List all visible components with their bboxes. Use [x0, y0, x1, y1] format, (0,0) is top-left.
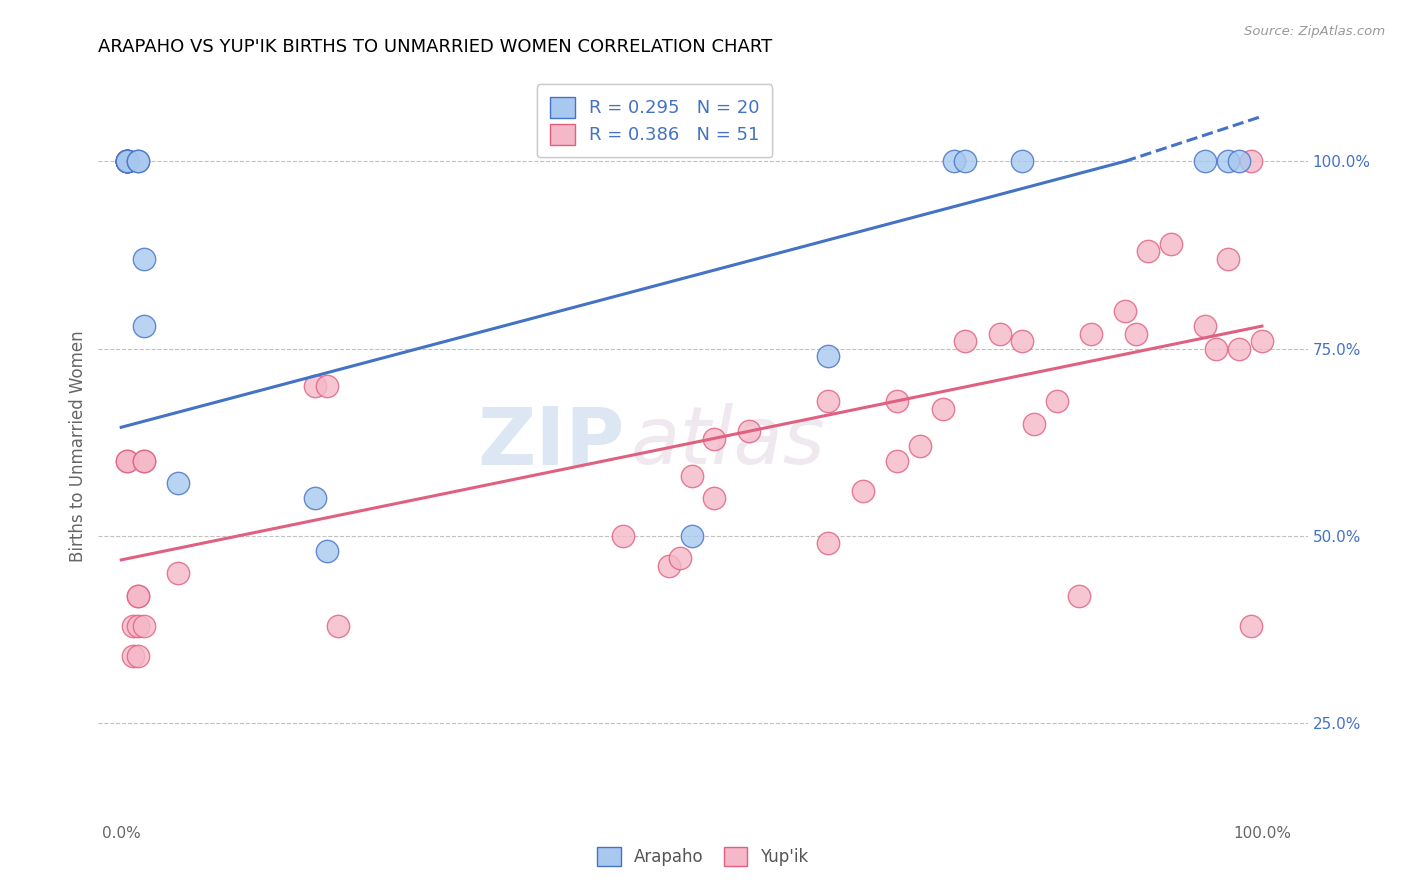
Point: [886, 454, 908, 468]
Point: [115, 154, 138, 169]
Point: [852, 483, 875, 498]
Point: [1239, 154, 1261, 169]
Point: [127, 589, 149, 603]
Point: [908, 439, 931, 453]
Point: [931, 401, 953, 416]
Point: [127, 589, 149, 603]
Point: [988, 326, 1011, 341]
Point: [127, 154, 149, 169]
Point: [1216, 154, 1239, 169]
Point: [304, 491, 326, 506]
Point: [817, 536, 839, 550]
Point: [1194, 154, 1216, 169]
Point: [315, 379, 337, 393]
Legend: Arapaho, Yup'ik: Arapaho, Yup'ik: [589, 838, 817, 875]
Text: ZIP: ZIP: [477, 403, 624, 482]
Point: [115, 154, 138, 169]
Point: [1216, 252, 1239, 266]
Y-axis label: Births to Unmarried Women: Births to Unmarried Women: [69, 330, 87, 562]
Text: ARAPAHO VS YUP'IK BIRTHS TO UNMARRIED WOMEN CORRELATION CHART: ARAPAHO VS YUP'IK BIRTHS TO UNMARRIED WO…: [98, 38, 773, 56]
Point: [326, 619, 349, 633]
Point: [1194, 319, 1216, 334]
Point: [304, 379, 326, 393]
Point: [703, 432, 725, 446]
Point: [817, 394, 839, 409]
Point: [942, 154, 965, 169]
Legend: R = 0.295   N = 20, R = 0.386   N = 51: R = 0.295 N = 20, R = 0.386 N = 51: [537, 84, 772, 158]
Point: [121, 619, 143, 633]
Point: [955, 334, 977, 348]
Point: [132, 454, 155, 468]
Point: [167, 566, 190, 581]
Point: [737, 424, 759, 438]
Point: [115, 154, 138, 169]
Point: [127, 154, 149, 169]
Text: Source: ZipAtlas.com: Source: ZipAtlas.com: [1244, 25, 1385, 38]
Point: [121, 648, 143, 663]
Point: [115, 154, 138, 169]
Point: [669, 551, 692, 566]
Point: [1160, 236, 1182, 251]
Point: [132, 319, 155, 334]
Point: [115, 454, 138, 468]
Point: [1205, 342, 1227, 356]
Point: [115, 454, 138, 468]
Point: [817, 349, 839, 363]
Point: [115, 154, 138, 169]
Point: [315, 544, 337, 558]
Point: [886, 394, 908, 409]
Point: [1011, 334, 1033, 348]
Point: [132, 619, 155, 633]
Point: [132, 252, 155, 266]
Point: [115, 154, 138, 169]
Point: [1069, 589, 1091, 603]
Point: [955, 154, 977, 169]
Point: [1125, 326, 1147, 341]
Point: [658, 558, 681, 573]
Point: [681, 529, 703, 543]
Point: [1011, 154, 1033, 169]
Point: [1114, 304, 1136, 318]
Point: [115, 154, 138, 169]
Point: [1080, 326, 1102, 341]
Point: [681, 469, 703, 483]
Point: [127, 619, 149, 633]
Point: [132, 454, 155, 468]
Point: [115, 154, 138, 169]
Point: [1046, 394, 1069, 409]
Point: [167, 476, 190, 491]
Point: [1239, 619, 1261, 633]
Text: atlas: atlas: [630, 403, 825, 482]
Point: [1251, 334, 1274, 348]
Point: [115, 154, 138, 169]
Point: [1136, 244, 1159, 259]
Point: [127, 648, 149, 663]
Point: [1227, 342, 1250, 356]
Point: [1227, 154, 1250, 169]
Point: [1022, 417, 1045, 431]
Point: [703, 491, 725, 506]
Point: [612, 529, 634, 543]
